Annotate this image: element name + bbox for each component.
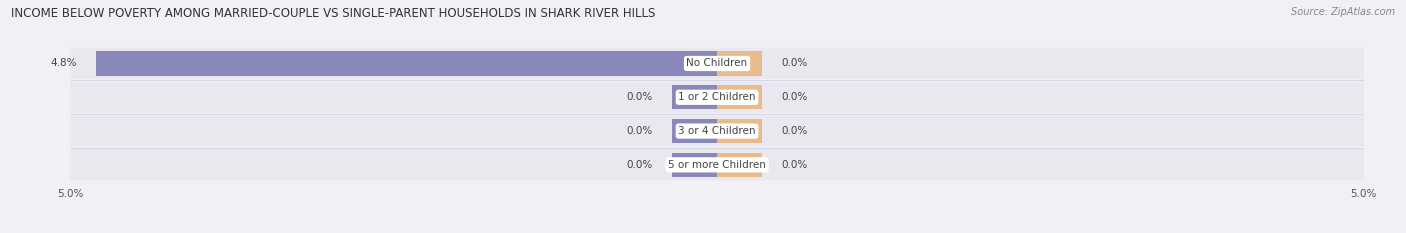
Bar bbox=[717, 85, 762, 110]
Bar bbox=[717, 153, 762, 177]
Text: Source: ZipAtlas.com: Source: ZipAtlas.com bbox=[1291, 7, 1395, 17]
Text: 0.0%: 0.0% bbox=[782, 58, 808, 69]
Text: 0.0%: 0.0% bbox=[626, 160, 652, 170]
Text: 4.8%: 4.8% bbox=[51, 58, 77, 69]
Bar bbox=[672, 119, 717, 143]
FancyBboxPatch shape bbox=[70, 149, 1364, 180]
Text: 3 or 4 Children: 3 or 4 Children bbox=[678, 126, 756, 136]
Text: 0.0%: 0.0% bbox=[626, 92, 652, 102]
Text: 0.0%: 0.0% bbox=[782, 160, 808, 170]
Text: No Children: No Children bbox=[686, 58, 748, 69]
Text: 0.0%: 0.0% bbox=[782, 92, 808, 102]
FancyBboxPatch shape bbox=[70, 82, 1364, 113]
Bar bbox=[672, 153, 717, 177]
Bar bbox=[717, 51, 762, 76]
FancyBboxPatch shape bbox=[70, 48, 1364, 79]
Bar bbox=[717, 119, 762, 143]
Text: 0.0%: 0.0% bbox=[782, 126, 808, 136]
Bar bbox=[672, 85, 717, 110]
Text: 5 or more Children: 5 or more Children bbox=[668, 160, 766, 170]
FancyBboxPatch shape bbox=[70, 116, 1364, 147]
Bar bbox=[96, 51, 717, 76]
Text: INCOME BELOW POVERTY AMONG MARRIED-COUPLE VS SINGLE-PARENT HOUSEHOLDS IN SHARK R: INCOME BELOW POVERTY AMONG MARRIED-COUPL… bbox=[11, 7, 655, 20]
Text: 1 or 2 Children: 1 or 2 Children bbox=[678, 92, 756, 102]
Text: 0.0%: 0.0% bbox=[626, 126, 652, 136]
